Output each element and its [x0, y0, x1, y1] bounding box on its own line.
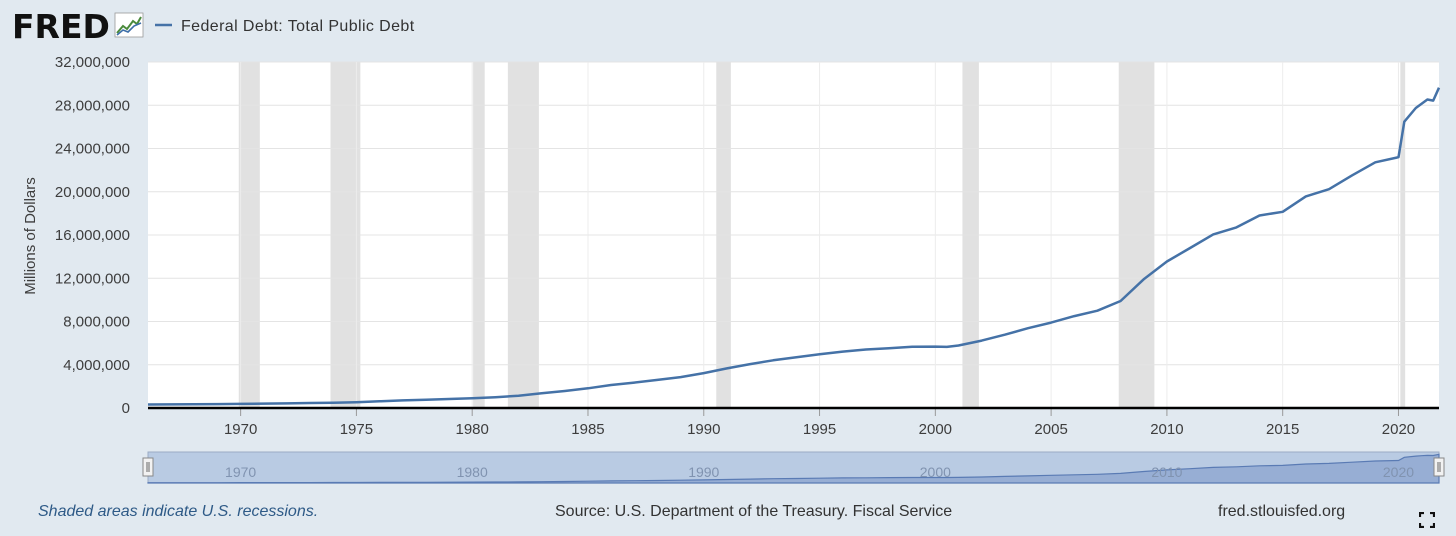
y-axis-ticks: 0 4,000,000 8,000,000 12,000,000 16,000,000 2… — [55, 54, 130, 417]
header: FRED Federal Debt: Total Public Debt — [12, 7, 415, 46]
navigator-left-handle[interactable] — [142, 457, 154, 477]
navigator-label: 2020 — [1383, 464, 1414, 480]
y-axis-label: Millions of Dollars — [22, 177, 39, 295]
x-axis-ticks: 1970 1975 1980 1985 1990 1995 2000 2005 2010 2015… — [224, 408, 1415, 438]
series-line-total-public-debt — [147, 87, 1441, 406]
navigator-label: 2010 — [1151, 464, 1182, 480]
x-tick-label: 2000 — [919, 421, 952, 438]
fred-logo[interactable]: FRED — [12, 7, 110, 46]
navigator-label: 1970 — [225, 464, 256, 480]
navigator-labels: 1970 1980 1990 2000 2010 2020 — [225, 464, 1414, 480]
source-text: Source: U.S. Department of the Treasury.… — [555, 503, 953, 520]
navigator-label: 2000 — [920, 464, 951, 480]
site-link[interactable]: fred.stlouisfed.org — [1218, 503, 1346, 520]
x-tick-label: 1995 — [803, 421, 836, 438]
navigator-series — [147, 453, 1440, 484]
y-tick-label: 16,000,000 — [55, 227, 130, 244]
recession-note: Shaded areas indicate U.S. recessions. — [38, 503, 319, 520]
gridlines — [148, 61, 1439, 408]
trend-chart-icon — [114, 12, 144, 38]
x-tick-label: 1975 — [340, 421, 373, 438]
navigator-label: 1980 — [457, 464, 488, 480]
y-tick-label: 0 — [122, 400, 130, 417]
y-tick-label: 12,000,000 — [55, 270, 130, 287]
series-title[interactable]: Federal Debt: Total Public Debt — [181, 18, 415, 35]
y-tick-label: 20,000,000 — [55, 184, 130, 201]
x-tick-label: 2005 — [1034, 421, 1067, 438]
x-tick-label: 1990 — [687, 421, 720, 438]
y-tick-label: 32,000,000 — [55, 54, 130, 71]
y-tick-label: 8,000,000 — [63, 314, 130, 331]
range-navigator[interactable]: 1970 1980 1990 2000 2010 2020 — [142, 451, 1445, 484]
y-tick-label: 24,000,000 — [55, 141, 130, 158]
navigator-label: 1990 — [688, 464, 719, 480]
navigator-right-handle[interactable] — [1433, 457, 1445, 477]
x-tick-label: 2015 — [1266, 421, 1299, 438]
x-tick-label: 1980 — [456, 421, 489, 438]
y-tick-label: 4,000,000 — [63, 357, 130, 374]
x-tick-label: 1970 — [224, 421, 257, 438]
x-tick-label: 2010 — [1150, 421, 1183, 438]
x-tick-label: 1985 — [571, 421, 604, 438]
fullscreen-icon[interactable] — [1419, 512, 1435, 528]
x-tick-label: 2020 — [1382, 421, 1415, 438]
y-tick-label: 28,000,000 — [55, 97, 130, 114]
